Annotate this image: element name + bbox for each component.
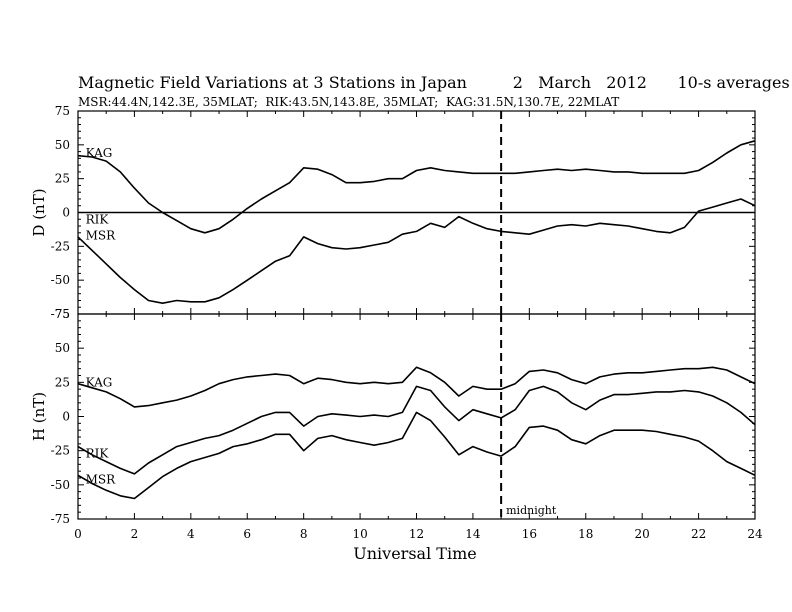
- y-tick-label: -75: [51, 512, 70, 526]
- y-tick-label: 75: [55, 307, 70, 321]
- x-tick-label: 0: [74, 527, 82, 541]
- series-line-kag: [77, 366, 756, 408]
- y-tick-label: 50: [55, 138, 70, 152]
- y-tick-label: -75: [51, 307, 70, 321]
- y-tick-label: 25: [55, 172, 70, 186]
- y-tick-label: -25: [51, 239, 70, 253]
- plot-frame: [77, 313, 756, 520]
- y-tick-label: -25: [51, 444, 70, 458]
- panels: 75 50 25 0 -25 -50 -75 D (nT) KAG RIK MSR 75 50 25 0 -2…: [30, 104, 763, 541]
- y-tick-label: 50: [55, 341, 70, 355]
- midnight-label: midnight: [506, 504, 557, 517]
- x-tick-label: 14: [465, 527, 481, 541]
- x-tick-label: 16: [522, 527, 537, 541]
- y-axis-title: H (nT): [30, 392, 48, 441]
- chart-subtitle: MSR:44.4N,142.3E, 35MLAT; RIK:43.5N,143.…: [78, 95, 619, 109]
- series-line-msr: [77, 411, 756, 500]
- x-tick-label: 8: [300, 527, 308, 541]
- series-label-rik: RIK: [86, 212, 110, 226]
- x-tick-label: 4: [187, 527, 195, 541]
- y-tick-label: -50: [51, 478, 70, 492]
- series-label-kag: KAG: [86, 146, 113, 160]
- x-tick-label: 24: [747, 527, 763, 541]
- y-tick-label: 0: [62, 410, 70, 424]
- series-line-kag: [77, 140, 756, 234]
- y-tick-label: 0: [62, 206, 70, 220]
- chart-title: Magnetic Field Variations at 3 Stations …: [78, 73, 790, 92]
- panel-d: 75 50 25 0 -25 -50 -75 D (nT) KAG RIK MSR: [30, 104, 756, 321]
- x-tick-label: 20: [635, 527, 650, 541]
- x-axis-title: Universal Time: [353, 544, 476, 563]
- x-tick-label: 6: [243, 527, 251, 541]
- y-tick-label: 75: [55, 104, 70, 118]
- x-tick-label: 12: [409, 527, 424, 541]
- series-line-msr: [77, 198, 756, 304]
- x-tick-label: 10: [352, 527, 367, 541]
- figure-title-group: Magnetic Field Variations at 3 Stations …: [78, 73, 790, 109]
- x-tick-label: 2: [131, 527, 139, 541]
- x-tick-label: 22: [691, 527, 706, 541]
- series-label-rik: RIK: [86, 446, 110, 460]
- y-tick-label: 25: [55, 375, 70, 389]
- x-tick-label: 18: [578, 527, 593, 541]
- y-axis-title: D (nT): [30, 188, 48, 236]
- series-label-msr: MSR: [86, 472, 117, 486]
- series-line-rik: [77, 385, 756, 475]
- series-label-msr: MSR: [86, 229, 117, 243]
- y-tick-label: -50: [51, 273, 70, 287]
- series-label-kag: KAG: [86, 375, 113, 389]
